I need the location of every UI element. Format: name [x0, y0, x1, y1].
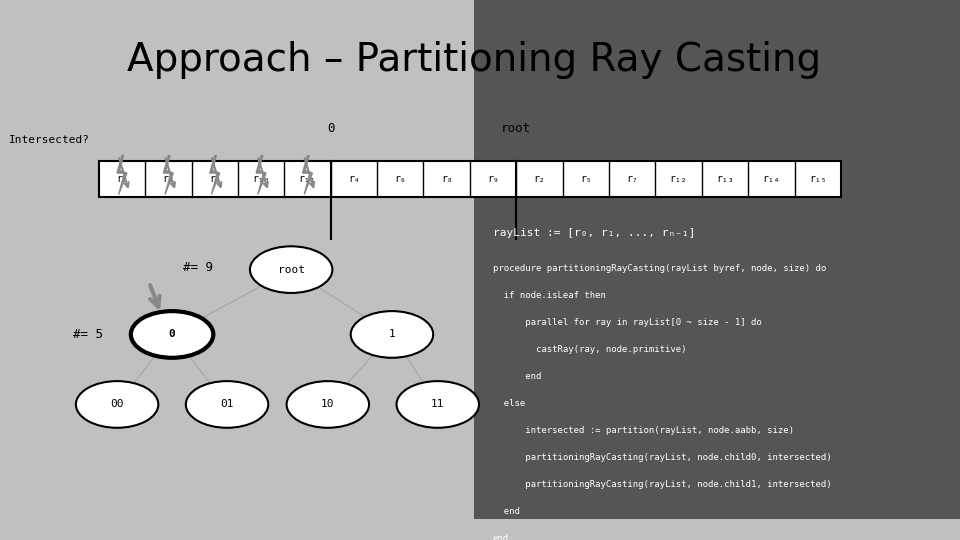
Text: #= 9: #= 9: [183, 260, 213, 274]
Text: partitioningRayCasting(rayList, node.child0, intersected): partitioningRayCasting(rayList, node.chi…: [492, 453, 831, 462]
Text: r₁₀: r₁₀: [252, 174, 270, 184]
Circle shape: [131, 311, 213, 358]
Text: r₁₃: r₁₃: [716, 174, 733, 184]
Polygon shape: [210, 156, 220, 194]
Text: 00: 00: [110, 400, 124, 409]
Circle shape: [76, 381, 158, 428]
Text: 01: 01: [220, 400, 234, 409]
Text: r₈: r₈: [441, 174, 452, 184]
Text: r₉: r₉: [487, 174, 499, 184]
Text: procedure partitioningRayCasting(rayList byref, node, size) do: procedure partitioningRayCasting(rayList…: [492, 265, 826, 273]
Text: r₆: r₆: [395, 174, 406, 184]
Text: 10: 10: [321, 400, 335, 409]
Text: r₇: r₇: [626, 174, 638, 184]
Text: r₄: r₄: [348, 174, 360, 184]
Text: 1: 1: [389, 329, 396, 340]
Text: castRay(ray, node.primitive): castRay(ray, node.primitive): [492, 346, 686, 354]
Polygon shape: [117, 156, 127, 194]
Text: #= 5: #= 5: [73, 328, 104, 341]
Text: end: end: [492, 534, 509, 540]
Text: r₀: r₀: [116, 174, 128, 184]
Text: r₁₂: r₁₂: [670, 174, 687, 184]
Polygon shape: [163, 156, 174, 194]
Text: Intersected?: Intersected?: [9, 135, 89, 145]
Text: if node.isLeaf then: if node.isLeaf then: [492, 292, 606, 300]
Polygon shape: [256, 156, 266, 194]
Circle shape: [186, 381, 268, 428]
Text: parallel for ray in rayList[0 ~ size - 1] do: parallel for ray in rayList[0 ~ size - 1…: [492, 319, 761, 327]
Text: r₁₄: r₁₄: [762, 174, 780, 184]
Text: end: end: [492, 372, 541, 381]
Text: partitioningRayCasting(rayList, node.child1, intersected): partitioningRayCasting(rayList, node.chi…: [492, 480, 831, 489]
Text: r₁₅: r₁₅: [809, 174, 827, 184]
Text: r₁: r₁: [162, 174, 174, 184]
Text: root: root: [277, 265, 304, 275]
Bar: [99, 161, 841, 197]
Text: r₅: r₅: [580, 174, 591, 184]
Text: 0: 0: [169, 329, 176, 340]
Text: intersected := partition(rayList, node.aabb, size): intersected := partition(rayList, node.a…: [492, 426, 794, 435]
Text: r₁₁: r₁₁: [299, 174, 316, 184]
Text: end: end: [492, 507, 519, 516]
Text: 11: 11: [431, 400, 444, 409]
Text: 0: 0: [327, 122, 334, 135]
Text: Approach – Partitioning Ray Casting: Approach – Partitioning Ray Casting: [128, 42, 822, 79]
Text: r₃: r₃: [209, 174, 221, 184]
FancyBboxPatch shape: [474, 0, 960, 518]
Text: else: else: [492, 399, 525, 408]
Circle shape: [396, 381, 479, 428]
Circle shape: [287, 381, 369, 428]
Text: rayList := [r₀, r₁, ..., rₙ₋₁]: rayList := [r₀, r₁, ..., rₙ₋₁]: [492, 228, 695, 238]
Text: root: root: [501, 122, 531, 135]
Circle shape: [350, 311, 433, 358]
Circle shape: [250, 246, 332, 293]
Polygon shape: [302, 156, 312, 194]
Text: r₂: r₂: [534, 174, 545, 184]
